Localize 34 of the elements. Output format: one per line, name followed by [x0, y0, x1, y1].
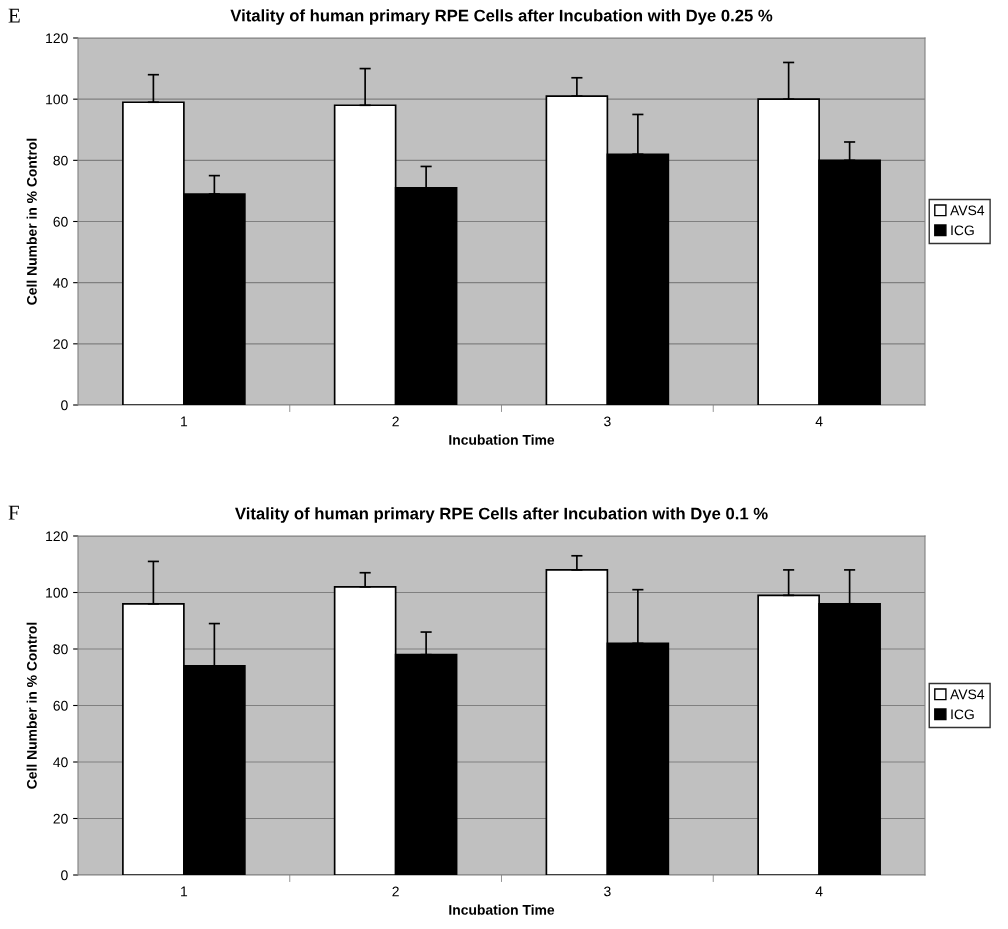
- y-tick-label: 20: [53, 813, 68, 824]
- text: F: [8, 505, 19, 520]
- x-tick-label: 3: [604, 886, 611, 897]
- y-tick-label: 80: [53, 155, 68, 166]
- x-axis-title: Incubation Time: [449, 904, 555, 915]
- x-tick-label: 2: [392, 886, 399, 897]
- y-tick-label: 100: [46, 94, 68, 105]
- x-axis-title: Incubation Time: [449, 434, 555, 445]
- y-axis-title: Cell Number in % Control: [26, 622, 37, 789]
- y-tick-label: 100: [46, 587, 68, 598]
- x-tick-label: 4: [815, 416, 823, 427]
- y-tick-label: 80: [53, 644, 68, 655]
- y-tick-label: 120: [46, 33, 68, 44]
- x-tick-label: 3: [604, 416, 611, 427]
- x-tick-label: 2: [392, 416, 399, 427]
- x-tick-label: 4: [815, 886, 823, 897]
- text: E: [8, 8, 20, 23]
- y-tick-label: 60: [53, 216, 68, 227]
- y-tick-label: 40: [53, 757, 68, 768]
- y-tick-label: 0: [61, 400, 68, 411]
- legend-label: AVS4: [950, 205, 985, 216]
- y-axis-title: Cell Number in % Control: [26, 138, 37, 305]
- chart-title: Vitality of human primary RPE Cells after Incubation with Dye 0.25 %: [230, 9, 773, 25]
- y-tick-label: 60: [53, 700, 68, 711]
- x-tick-label: 1: [181, 416, 188, 427]
- y-tick-label: 20: [53, 339, 68, 349]
- legend-label: ICG: [951, 709, 974, 720]
- y-tick-label: 120: [46, 531, 68, 542]
- x-tick-label: 1: [181, 886, 188, 897]
- y-tick-label: 40: [53, 278, 68, 288]
- legend-label: AVS4: [950, 689, 985, 700]
- legend-label: ICG: [951, 225, 974, 236]
- y-tick-label: 0: [61, 870, 68, 881]
- chart-title: Vitality of human primary RPE Cells after Incubation with Dye 0.1 %: [235, 507, 768, 523]
